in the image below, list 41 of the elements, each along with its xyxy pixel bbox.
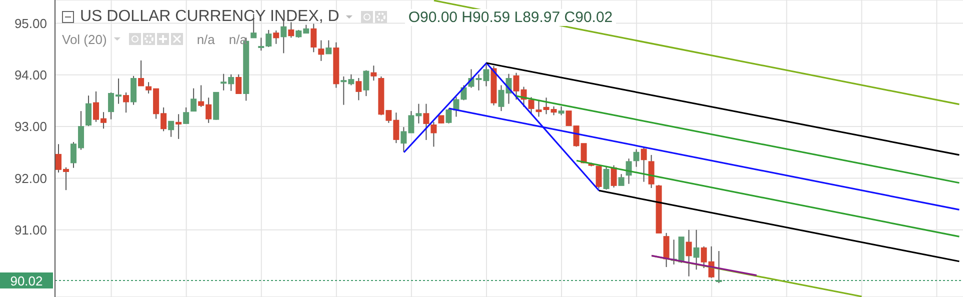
candlestick (236, 74, 242, 94)
y-tick-label: 95.00 (14, 16, 47, 31)
annotation: n/a (228, 32, 247, 46)
candlestick (648, 154, 654, 189)
candlestick (663, 232, 670, 268)
candlestick (86, 95, 92, 127)
candlestick (356, 77, 362, 101)
y-tick-label: 91.00 (14, 222, 47, 238)
y-tick-label: 92.00 (14, 170, 47, 186)
candlestick (318, 40, 324, 62)
candlestick (176, 114, 182, 140)
candlestick (528, 96, 534, 114)
candlestick (610, 164, 617, 188)
candlestick (640, 146, 647, 182)
candlestick (130, 75, 137, 106)
y-tick-label: 93.00 (14, 119, 47, 134)
candlestick (123, 92, 130, 114)
candlestick (310, 23, 317, 53)
annotation: Vol (20) (62, 32, 107, 46)
candlestick (288, 22, 294, 38)
candlestick (363, 70, 370, 97)
text: US DOLLAR CURRENCY INDEX, D (80, 8, 340, 26)
ref-line-label: 90.02 (10, 273, 43, 288)
annotation: n/a (196, 32, 215, 46)
candlestick (423, 103, 430, 140)
candlestick (686, 229, 692, 277)
candlestick (596, 166, 602, 190)
candlestick (603, 166, 610, 190)
candlestick (633, 148, 640, 168)
candlestick (618, 174, 624, 186)
annotation: O90.00 H90.59 L89.97 C90.02 (405, 8, 616, 26)
candlestick (190, 88, 197, 112)
y-tick-label: 94.00 (14, 68, 47, 83)
candlestick (273, 30, 280, 44)
candlestick (138, 60, 144, 86)
candlestick (370, 65, 377, 82)
candlestick (183, 106, 190, 124)
candlestick (693, 229, 700, 270)
candlestick (326, 40, 332, 54)
candlestick (168, 120, 174, 138)
candlestick (430, 121, 437, 148)
